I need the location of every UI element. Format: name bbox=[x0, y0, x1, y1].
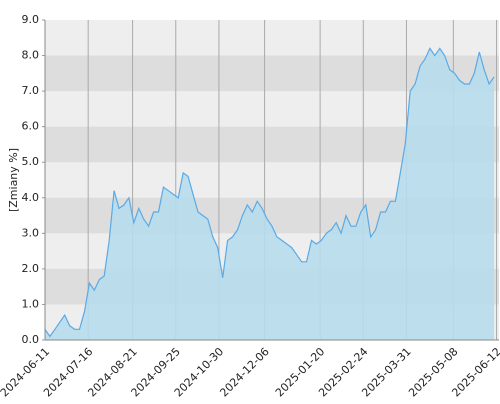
y-tick-label: 7.0 bbox=[22, 84, 40, 97]
y-tick-label: 8.0 bbox=[22, 49, 40, 62]
line bbox=[44, 47, 495, 338]
y-tick-label: 2.0 bbox=[22, 262, 40, 275]
y-tick-label: 3.0 bbox=[22, 226, 40, 239]
area bbox=[45, 48, 495, 341]
y-tick-label: 1.0 bbox=[22, 297, 40, 310]
x-tick-label: 2024-12-06 bbox=[217, 345, 271, 399]
y-axis-label: [Zmiany %] bbox=[7, 148, 20, 212]
y-tick-label: 4.0 bbox=[22, 191, 40, 204]
y-tick-label: 0.0 bbox=[22, 333, 40, 346]
y-tick-label: 6.0 bbox=[22, 120, 40, 133]
y-tick-label: 9.0 bbox=[22, 13, 40, 26]
y-tick-label: 5.0 bbox=[22, 155, 40, 168]
